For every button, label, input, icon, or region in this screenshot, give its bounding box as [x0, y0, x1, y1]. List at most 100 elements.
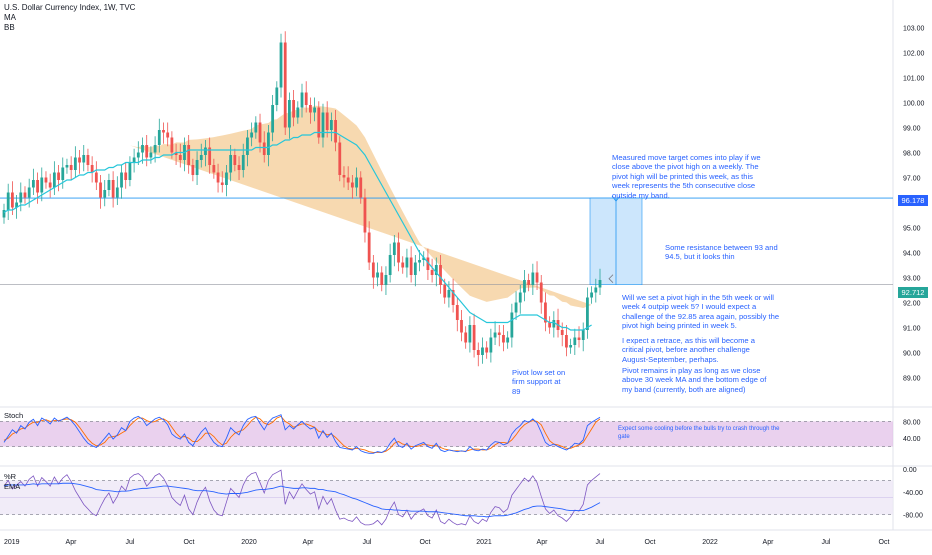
- candle-body: [120, 172, 123, 188]
- wr-tick-label: -40.00: [903, 490, 923, 497]
- candle-body: [405, 257, 409, 268]
- candle-body: [191, 165, 195, 175]
- candle-body: [455, 305, 459, 320]
- candle-body: [166, 132, 170, 138]
- candle-body: [271, 105, 275, 133]
- candle-body: [94, 172, 98, 183]
- candle-body: [413, 262, 417, 275]
- candle-body: [422, 257, 426, 260]
- candle-body: [565, 335, 568, 348]
- candle-body: [308, 105, 312, 113]
- candle-body: [300, 92, 304, 108]
- candle-body: [136, 152, 140, 158]
- candle-body: [329, 120, 333, 130]
- candle-body: [497, 332, 501, 335]
- candle-body: [346, 177, 350, 183]
- ma-30-line: [3, 131, 592, 331]
- candle-body: [321, 112, 325, 138]
- candle-body: [359, 177, 363, 198]
- candle-body: [27, 187, 31, 198]
- annotation-play: Pivot remains in play as long as we clos…: [622, 366, 767, 394]
- candle-body: [107, 180, 111, 190]
- y-tick-label: 102.00: [903, 51, 925, 58]
- candle-body: [187, 145, 191, 165]
- stoch-tick-label: 40.00: [903, 436, 921, 443]
- stoch-band-fill: [0, 421, 893, 447]
- candle-body: [531, 272, 535, 285]
- candle-body: [392, 242, 396, 255]
- candle-body: [262, 142, 266, 155]
- y-tick-label: 90.00: [903, 351, 921, 358]
- y-tick-label: 89.00: [903, 376, 921, 383]
- y-tick-label: 101.00: [903, 76, 925, 83]
- candle-body: [103, 190, 107, 198]
- candle-body: [451, 290, 455, 305]
- symbol-title: U.S. Dollar Currency Index, 1W, TVC: [4, 3, 136, 12]
- candle-body: [237, 165, 241, 170]
- candle-body: [225, 172, 228, 185]
- bollinger-band-fill: [129, 105, 592, 309]
- candle-body: [481, 347, 484, 355]
- x-tick-label: Oct: [184, 539, 195, 546]
- candle-body: [153, 145, 157, 153]
- x-tick-label: 2021: [476, 539, 492, 546]
- stoch-pane-label: Stoch: [4, 411, 24, 420]
- candle-body: [539, 282, 543, 303]
- candle-body: [577, 337, 581, 340]
- candle-body: [199, 155, 203, 160]
- candle-body: [485, 347, 489, 353]
- candle-body: [418, 260, 421, 263]
- candle-body: [61, 167, 65, 180]
- annotation-pivot-question: Will we set a pivot high in the 5th week…: [622, 293, 780, 331]
- candle-body: [594, 287, 598, 293]
- candle-body: [241, 155, 245, 170]
- candle-body: [216, 172, 220, 183]
- x-tick-label: Apr: [537, 539, 549, 546]
- candle-body: [73, 157, 77, 170]
- wr-pane-label: %R: [4, 472, 17, 481]
- y-tick-label: 94.00: [903, 251, 921, 258]
- candle-body: [157, 130, 161, 145]
- candle-body: [6, 192, 10, 210]
- y-tick-label: 100.00: [903, 101, 925, 108]
- candle-body: [527, 280, 531, 285]
- x-tick-label: Jul: [822, 539, 831, 546]
- x-tick-label: Apr: [763, 539, 775, 546]
- candle-body: [439, 265, 442, 285]
- y-tick-label: 103.00: [903, 26, 925, 33]
- candle-body: [288, 100, 291, 128]
- stoch-d-line: [3, 415, 601, 453]
- stoch-tick-label: 80.00: [903, 419, 921, 426]
- collapse-arrow-icon: [608, 274, 614, 283]
- candle-body: [204, 147, 207, 155]
- candle-body: [397, 242, 400, 263]
- x-tick-label: Jul: [596, 539, 605, 546]
- candle-body: [36, 180, 39, 193]
- candle-body: [472, 325, 476, 350]
- y-tick-label: 91.00: [903, 326, 921, 333]
- candle-body: [569, 345, 573, 348]
- annotation-target: Measured move target comes into play if …: [612, 153, 761, 200]
- x-tick-label: Oct: [645, 539, 656, 546]
- x-tick-label: Oct: [420, 539, 431, 546]
- wr-tick-label: -80.00: [903, 513, 923, 520]
- candle-body: [548, 322, 552, 328]
- candle-body: [376, 272, 379, 278]
- candle-body: [573, 337, 577, 345]
- candle-body: [212, 165, 216, 173]
- candle-body: [19, 192, 23, 203]
- x-tick-label: Jul: [363, 539, 372, 546]
- candle-body: [460, 320, 463, 333]
- candle-body: [447, 290, 451, 298]
- candle-body: [334, 120, 337, 143]
- candle-body: [57, 172, 60, 180]
- candle-body: [65, 165, 69, 168]
- candle-body: [31, 180, 35, 188]
- candle-body: [468, 325, 472, 343]
- wr-ema-label: EMA: [4, 482, 21, 491]
- candle-body: [552, 320, 556, 328]
- candle-body: [502, 335, 505, 343]
- candle-body: [489, 337, 493, 353]
- candle-body: [430, 270, 434, 275]
